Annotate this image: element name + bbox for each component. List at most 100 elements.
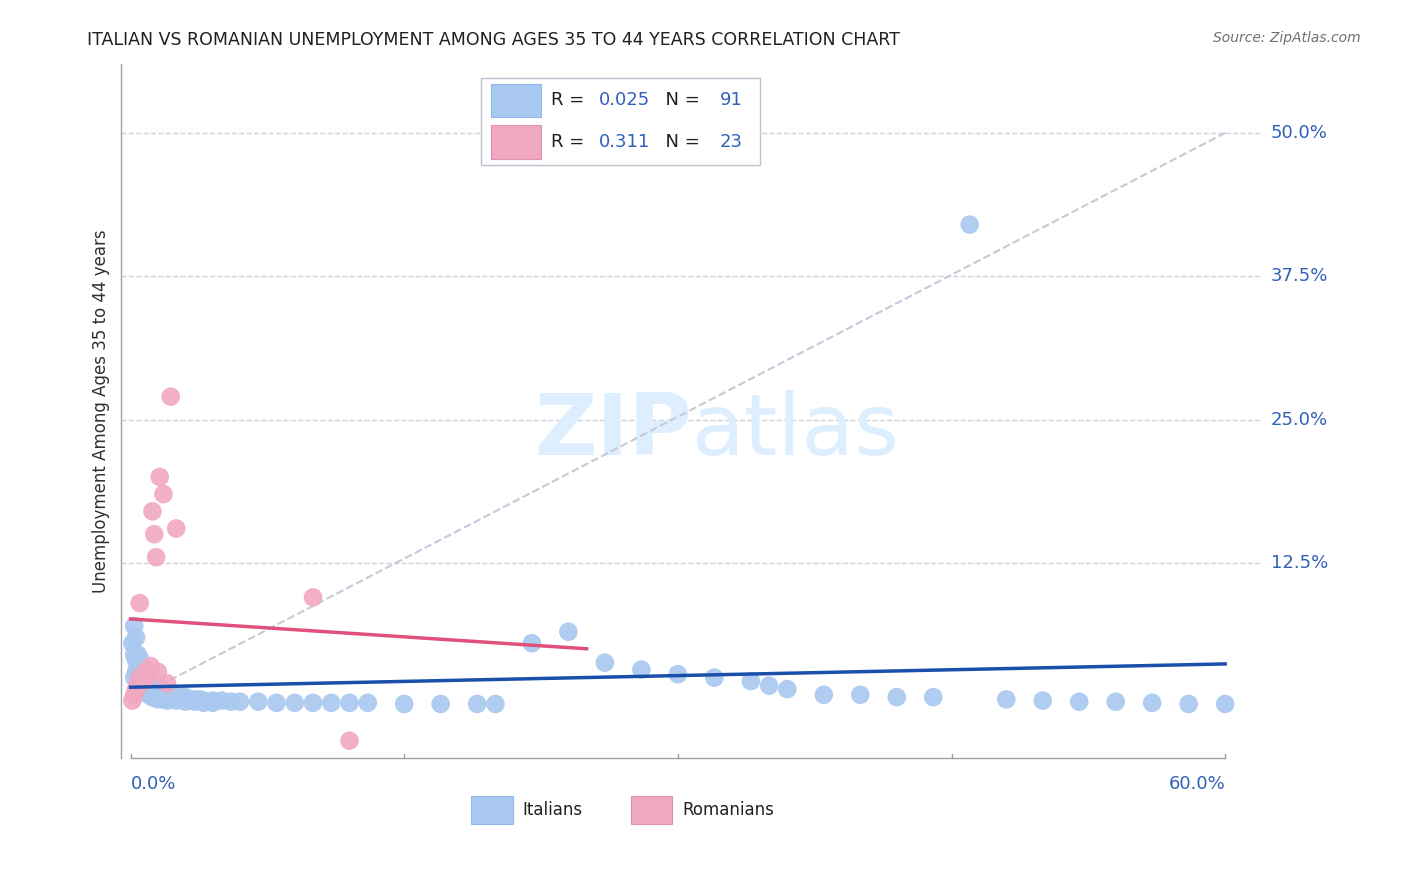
Point <box>201 696 224 710</box>
Text: R =: R = <box>551 133 596 151</box>
Point <box>170 690 193 705</box>
Point <box>339 696 361 710</box>
Text: 0.0%: 0.0% <box>131 775 176 793</box>
Point <box>302 591 325 605</box>
Point <box>131 682 153 697</box>
Point <box>995 692 1018 706</box>
Point <box>593 656 616 670</box>
Point <box>141 690 163 705</box>
Point <box>121 636 143 650</box>
Point <box>219 695 242 709</box>
Point <box>149 470 172 484</box>
Point <box>201 693 224 707</box>
Point <box>149 682 172 697</box>
Text: 50.0%: 50.0% <box>1271 124 1327 142</box>
Point <box>174 690 197 705</box>
Y-axis label: Unemployment Among Ages 35 to 44 years: Unemployment Among Ages 35 to 44 years <box>93 229 110 593</box>
Point <box>122 648 145 662</box>
FancyBboxPatch shape <box>491 84 541 117</box>
Point <box>138 665 160 679</box>
Point <box>132 679 155 693</box>
Point <box>152 487 174 501</box>
Point <box>134 665 156 679</box>
Point <box>211 693 233 707</box>
Point <box>813 688 835 702</box>
Point <box>886 690 908 705</box>
Text: ITALIAN VS ROMANIAN UNEMPLOYMENT AMONG AGES 35 TO 44 YEARS CORRELATION CHART: ITALIAN VS ROMANIAN UNEMPLOYMENT AMONG A… <box>87 31 900 49</box>
Text: ZIP: ZIP <box>534 391 692 474</box>
Point <box>141 504 163 518</box>
Point <box>229 695 252 709</box>
Point <box>156 693 179 707</box>
Point <box>132 671 155 685</box>
Point <box>183 695 205 709</box>
Point <box>134 676 156 690</box>
Point <box>1105 695 1128 709</box>
Point <box>131 674 153 689</box>
Point <box>339 733 361 747</box>
Point <box>703 671 725 685</box>
Point <box>959 218 981 232</box>
Point <box>143 679 166 693</box>
Text: 37.5%: 37.5% <box>1271 268 1329 285</box>
Point <box>557 624 579 639</box>
Point <box>429 697 451 711</box>
Point <box>125 665 148 679</box>
Point <box>357 696 380 710</box>
Point <box>141 676 163 690</box>
Point <box>145 550 167 565</box>
Point <box>630 663 652 677</box>
Point <box>152 692 174 706</box>
Point <box>127 648 149 662</box>
Point <box>125 682 148 697</box>
FancyBboxPatch shape <box>491 126 541 159</box>
Point <box>247 695 270 709</box>
Point <box>484 697 506 711</box>
Text: N =: N = <box>654 133 706 151</box>
Point <box>284 696 307 710</box>
Point <box>165 690 187 705</box>
Point <box>776 682 799 697</box>
Point <box>128 671 150 685</box>
Text: Romanians: Romanians <box>682 801 775 819</box>
Point <box>266 696 288 710</box>
Text: N =: N = <box>654 92 706 110</box>
Point <box>138 685 160 699</box>
Point <box>138 671 160 685</box>
Point <box>392 697 415 711</box>
Point <box>122 671 145 685</box>
Text: atlas: atlas <box>692 391 900 474</box>
Point <box>1032 693 1054 707</box>
Point <box>128 651 150 665</box>
Point <box>134 663 156 677</box>
Text: 91: 91 <box>720 92 742 110</box>
Text: 23: 23 <box>720 133 742 151</box>
Point <box>128 667 150 681</box>
Point <box>146 690 169 705</box>
Point <box>131 676 153 690</box>
Point <box>155 688 177 702</box>
Point <box>174 695 197 709</box>
Point <box>159 688 181 702</box>
Point <box>136 671 159 685</box>
Point <box>1177 697 1199 711</box>
Point <box>134 685 156 699</box>
Point <box>143 527 166 541</box>
Point <box>1140 696 1163 710</box>
Point <box>758 679 780 693</box>
Point <box>666 667 689 681</box>
Point <box>127 665 149 679</box>
Point <box>193 696 215 710</box>
Point <box>520 636 543 650</box>
FancyBboxPatch shape <box>481 78 761 165</box>
Point <box>165 522 187 536</box>
Point <box>849 688 872 702</box>
Point <box>131 659 153 673</box>
Point <box>146 665 169 679</box>
Point <box>138 688 160 702</box>
FancyBboxPatch shape <box>631 796 672 824</box>
Point <box>122 688 145 702</box>
Point <box>146 679 169 693</box>
Text: 0.311: 0.311 <box>599 133 651 151</box>
Point <box>139 659 162 673</box>
